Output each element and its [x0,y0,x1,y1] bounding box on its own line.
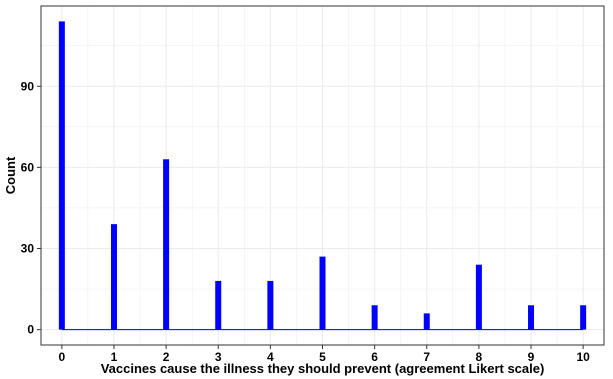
x-tick-label: 6 [371,350,378,364]
x-tick-label: 7 [423,350,430,364]
y-tick-label: 60 [21,160,35,174]
x-tick-label: 2 [163,350,170,364]
bar-6 [371,305,378,330]
x-tick-label: 5 [319,350,326,364]
bar-7 [423,313,430,330]
bar-9 [528,305,535,330]
bar-2 [163,159,170,330]
bar-0 [58,21,65,330]
bar-5 [319,256,326,330]
bar-3 [215,280,222,330]
x-axis-title: Vaccines cause the illness they should p… [101,361,545,376]
x-tick-label: 10 [576,350,590,364]
y-axis-title: Count [3,156,18,194]
y-axis: 0 30 60 90 [21,79,41,337]
x-tick-label: 3 [215,350,222,364]
x-axis: 0 1 2 3 4 5 6 7 8 9 10 [59,345,590,364]
bar-10 [580,305,587,330]
x-tick-label: 1 [111,350,118,364]
x-tick-label: 9 [528,350,535,364]
x-tick-label: 0 [59,350,66,364]
bar-8 [475,264,482,330]
y-tick-label: 90 [21,79,35,93]
bars [58,21,587,330]
x-tick-label: 4 [267,350,274,364]
bar-1 [110,224,117,330]
bar-4 [267,280,274,330]
y-tick-label: 30 [21,241,35,255]
x-tick-label: 8 [476,350,483,364]
y-tick-label: 0 [27,323,34,337]
